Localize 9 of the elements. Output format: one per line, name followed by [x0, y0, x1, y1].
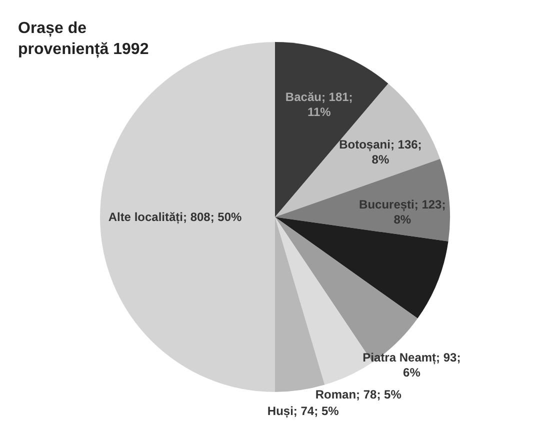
- slice-label: Botoșani; 136; 8%: [339, 137, 422, 166]
- slice-label: Roman; 78; 5%: [315, 387, 402, 402]
- slice-label: București; 123; 8%: [359, 197, 446, 226]
- slice-label: Bacău; 181; 11%: [285, 90, 353, 119]
- pie-slice: [275, 217, 448, 318]
- chart-title: Orașe de proveniență 1992: [18, 19, 150, 60]
- slice-label: Piatra Neamț; 93; 6%: [362, 350, 461, 380]
- slice-label: Huși; 74; 5%: [267, 404, 340, 418]
- slice-label: Alte localități; 808; 50%: [108, 210, 242, 224]
